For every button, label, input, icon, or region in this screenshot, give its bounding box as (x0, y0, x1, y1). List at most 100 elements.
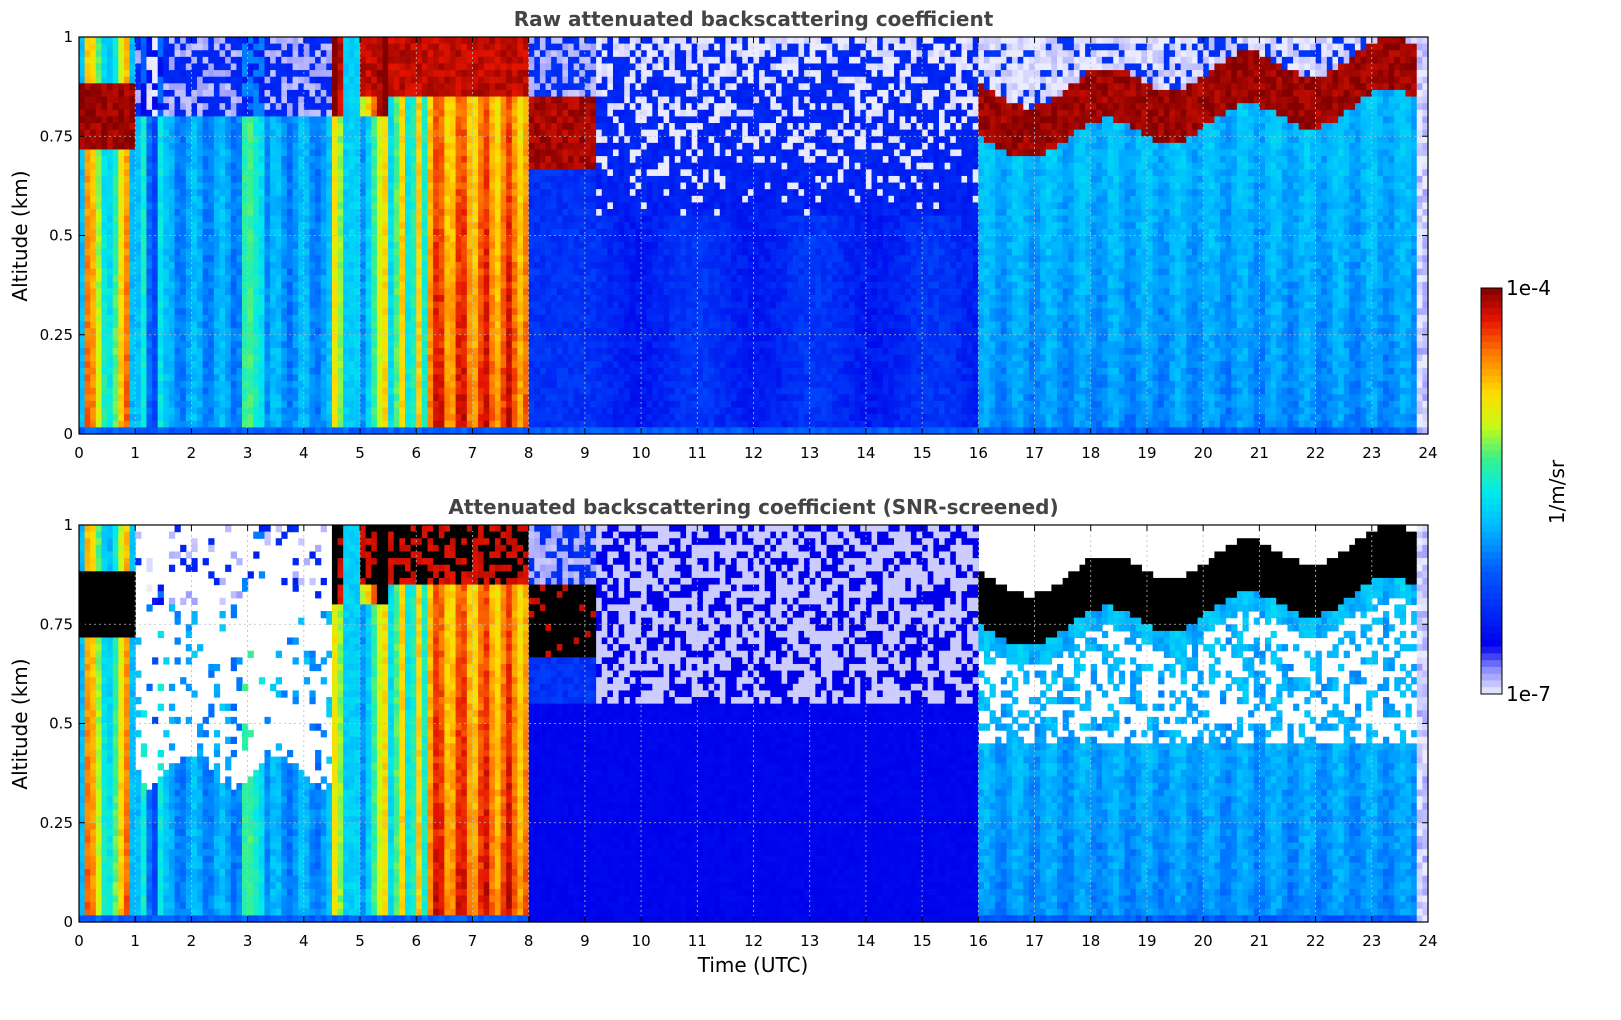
heatmap-cell (343, 255, 350, 263)
heatmap-cell (135, 109, 142, 117)
heatmap-cell (112, 83, 119, 91)
heatmap-cell (152, 182, 159, 190)
heatmap-cell (405, 182, 412, 190)
heatmap-cell (275, 116, 282, 124)
heatmap-cell (258, 394, 266, 402)
heatmap-cell (152, 288, 159, 296)
heatmap-cell (95, 63, 103, 71)
heatmap-cell (315, 43, 322, 51)
heatmap-cell (264, 123, 271, 131)
heatmap-cell (376, 275, 384, 283)
heatmap-cell (421, 400, 429, 409)
heatmap-cell (129, 202, 136, 210)
heatmap-cell (360, 156, 367, 164)
heatmap-cell (427, 162, 434, 170)
heatmap-cell (84, 209, 91, 217)
heatmap-cell (427, 381, 434, 389)
heatmap-cell (303, 70, 311, 78)
heatmap-cell (444, 215, 451, 223)
heatmap-cell (320, 341, 327, 349)
heatmap-cell (315, 394, 322, 402)
heatmap-cell (539, 400, 547, 409)
heatmap-cell (242, 381, 249, 389)
heatmap-cell (399, 268, 406, 276)
heatmap-cell (258, 261, 266, 270)
heatmap-cell (337, 142, 344, 151)
heatmap-cell (360, 242, 367, 250)
heatmap-cell (348, 56, 356, 65)
heatmap-cell (416, 56, 423, 65)
heatmap-cell (472, 275, 479, 283)
heatmap-cell (320, 394, 327, 402)
heatmap-cell (275, 261, 282, 270)
heatmap-cell (197, 314, 204, 323)
heatmap-cell (534, 43, 541, 51)
heatmap-cell (500, 374, 507, 382)
heatmap-cell (466, 149, 474, 157)
heatmap-cell (461, 156, 468, 164)
heatmap-cell (478, 420, 485, 428)
heatmap-cell (354, 175, 361, 184)
heatmap-cell (539, 89, 547, 98)
heatmap-cell (107, 248, 114, 256)
heatmap-cell (506, 50, 513, 58)
heatmap-cell (539, 96, 547, 104)
heatmap-cell (405, 37, 412, 45)
heatmap-cell (539, 235, 547, 243)
heatmap-cell (281, 96, 288, 104)
heatmap-cell (112, 123, 119, 131)
heatmap-cell (180, 314, 187, 323)
heatmap-cell (242, 235, 249, 243)
heatmap-cell (539, 195, 547, 204)
heatmap-cell (405, 314, 412, 323)
heatmap-cell (393, 109, 400, 117)
heatmap-cell (247, 242, 254, 250)
heatmap-cell (140, 123, 148, 131)
heatmap-cell (275, 70, 282, 78)
heatmap-cell (354, 295, 361, 303)
heatmap-cell (494, 50, 502, 58)
heatmap-cell (365, 103, 372, 111)
heatmap-cell (348, 367, 356, 376)
heatmap-cell (348, 195, 356, 204)
heatmap-cell (478, 414, 485, 422)
heatmap-cell (135, 334, 142, 342)
heatmap-cell (123, 228, 131, 237)
heatmap-cell (494, 321, 502, 329)
heatmap-cell (348, 288, 356, 296)
heatmap-cell (298, 242, 305, 250)
heatmap-cell (449, 215, 457, 223)
heatmap-cell (247, 374, 254, 382)
heatmap-cell (242, 268, 249, 276)
heatmap-cell (365, 202, 372, 210)
heatmap-cell (107, 175, 114, 184)
heatmap-cell (315, 328, 322, 336)
heatmap-cell (309, 96, 316, 104)
heatmap-cell (236, 70, 243, 78)
heatmap-cell (191, 195, 198, 204)
heatmap-cell (163, 89, 170, 98)
heatmap-cell (118, 109, 125, 117)
heatmap-cell (185, 209, 193, 217)
heatmap-cell (84, 228, 91, 237)
heatmap-cell (157, 288, 164, 296)
heatmap-cell (449, 354, 457, 362)
heatmap-cell (236, 169, 243, 177)
heatmap-cell (500, 89, 507, 98)
heatmap-cell (461, 374, 468, 382)
heatmap-cell (455, 394, 462, 402)
heatmap-cell (331, 195, 339, 204)
heatmap-cell (315, 136, 322, 144)
heatmap-cell (275, 407, 282, 415)
heatmap-cell (376, 116, 384, 124)
heatmap-cell (140, 222, 148, 230)
heatmap-cell (191, 136, 198, 144)
heatmap-cell (219, 215, 226, 223)
heatmap-cell (101, 261, 108, 270)
heatmap-cell (410, 156, 417, 164)
heatmap-cell (343, 123, 350, 131)
heatmap-cell (348, 222, 356, 230)
heatmap-cell (376, 394, 384, 402)
heatmap-cell (230, 301, 237, 309)
heatmap-cell (208, 288, 215, 296)
